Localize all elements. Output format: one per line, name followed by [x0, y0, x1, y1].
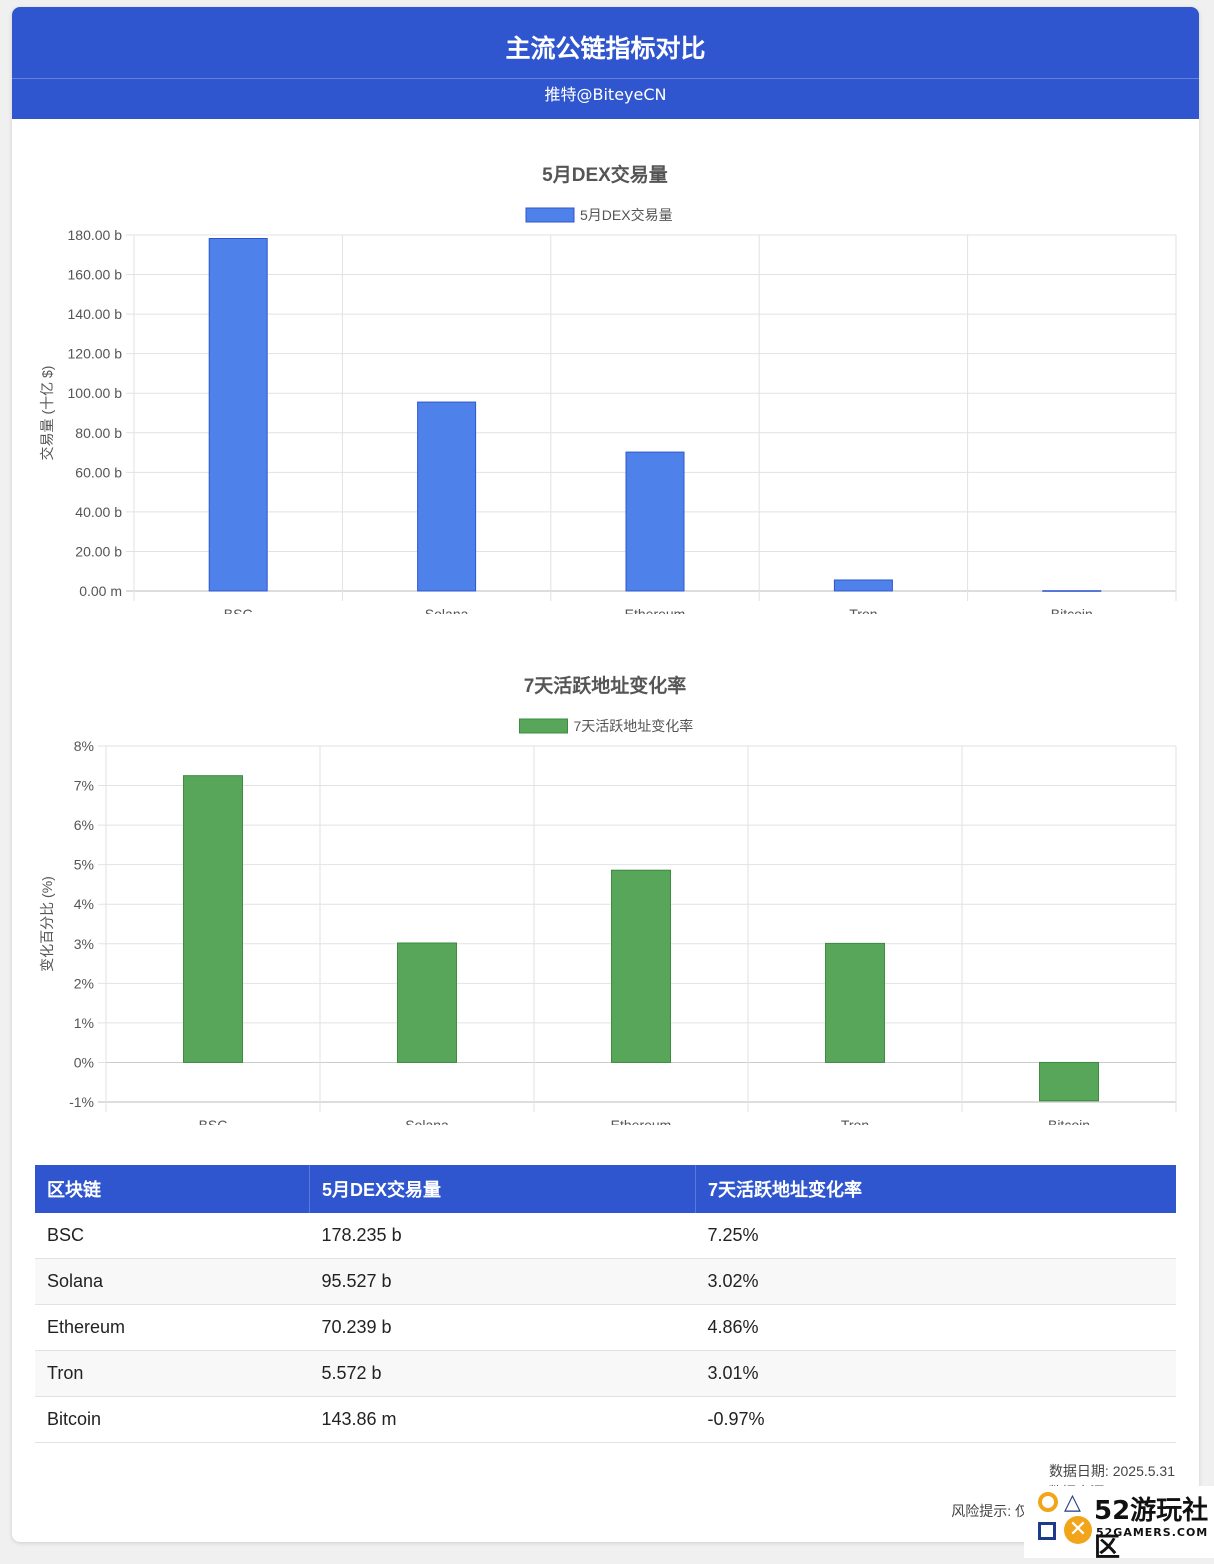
table-header-dex-volume: 5月DEX交易量 — [309, 1165, 696, 1213]
bar — [397, 942, 457, 1063]
table-row: Bitcoin 143.86 m -0.97% — [35, 1396, 1176, 1443]
table-header-chain: 区块链 — [35, 1165, 310, 1213]
chart-title: 5月DEX交易量 — [542, 163, 668, 186]
dashboard-card: 主流公链指标对比 推特@BiteyeCN 5月DEX交易量 5月DEX交易量 180… — [12, 7, 1199, 1542]
table-cell: 5.572 b — [309, 1350, 696, 1397]
y-tick-label: 1% — [74, 1015, 94, 1031]
bar — [1039, 1061, 1099, 1102]
x-tick-label: Ethereum — [625, 606, 686, 614]
bar — [1042, 590, 1102, 592]
header: 主流公链指标对比 推特@BiteyeCN — [12, 7, 1199, 119]
table-row: Ethereum 70.239 b 4.86% — [35, 1304, 1176, 1351]
bar — [825, 942, 885, 1063]
legend-label: 7天活跃地址变化率 — [574, 718, 694, 734]
y-tick-label: 0% — [74, 1054, 94, 1070]
table-cell: BSC — [35, 1213, 310, 1259]
table-header-row: 区块链 5月DEX交易量 7天活跃地址变化率 — [35, 1165, 1176, 1213]
y-tick-label: 160.00 b — [68, 267, 123, 283]
table-cell: 7.25% — [695, 1213, 1176, 1259]
y-tick-label: 2% — [74, 975, 94, 991]
table-cell: Ethereum — [35, 1304, 310, 1351]
y-tick-label: 6% — [74, 817, 94, 833]
bar — [833, 579, 893, 592]
y-tick-label: 0.00 m — [79, 583, 122, 599]
bar — [417, 401, 477, 592]
dex-volume-chart-svg: 5月DEX交易量 5月DEX交易量 180.00 b 160.00 b 140.00 b… — [39, 163, 1177, 622]
active-address-chart: 7天活跃地址变化率 7天活跃地址变化率 8% 7% 6% 5% 4% 3% 2% 1% 0% -1% 变… — [12, 655, 1199, 1133]
table-cell: 3.02% — [695, 1258, 1176, 1305]
table-cell: 95.527 b — [309, 1258, 696, 1305]
x-tick-label: Tron — [849, 606, 877, 614]
footer-date: 数据日期: 2025.5.31 — [1048, 1463, 1175, 1479]
table-cell: Tron — [35, 1350, 310, 1397]
y-tick-label: 8% — [74, 738, 94, 754]
watermark-url: 52GAMERS.COM — [1096, 1526, 1209, 1539]
x-tick-label: Solana — [405, 1117, 449, 1125]
table-cell: 143.86 m — [309, 1396, 696, 1443]
x-tick-label: Tron — [841, 1117, 869, 1125]
y-tick-label: 80.00 b — [75, 425, 122, 441]
page-title: 主流公链指标对比 — [505, 34, 706, 63]
dex-volume-chart: 5月DEX交易量 5月DEX交易量 180.00 b 160.00 b 140.00 b… — [12, 144, 1199, 622]
table-row: BSC 178.235 b 7.25% — [35, 1213, 1176, 1259]
y-tick-label: 5% — [74, 857, 94, 873]
cross-icon: ✕ — [1064, 1516, 1092, 1544]
table-header-active-change: 7天活跃地址变化率 — [695, 1165, 1176, 1213]
x-tick-label: Solana — [425, 606, 469, 614]
y-tick-label: 120.00 b — [68, 346, 123, 362]
table-cell: -0.97% — [695, 1396, 1176, 1443]
y-tick-label: 7% — [74, 778, 94, 794]
x-tick-label: BSC — [224, 606, 253, 614]
y-tick-label: 180.00 b — [68, 227, 123, 243]
x-tick-label: Ethereum — [611, 1117, 672, 1125]
circle-icon — [1038, 1492, 1058, 1512]
page-subtitle: 推特@BiteyeCN — [544, 85, 667, 104]
y-tick-label: 3% — [74, 936, 94, 952]
bar — [183, 775, 243, 1063]
legend-swatch — [519, 718, 568, 734]
chart-title: 7天活跃地址变化率 — [524, 674, 687, 697]
footer-risk: 风险提示: 仅 — [951, 1503, 1029, 1519]
bar — [625, 451, 685, 592]
y-tick-label: -1% — [69, 1094, 94, 1110]
y-axis-label: 变化百分比 (%) — [39, 876, 55, 972]
y-tick-label: 140.00 b — [68, 306, 123, 322]
bar — [611, 869, 671, 1063]
y-tick-label: 40.00 b — [75, 504, 122, 520]
metrics-table: 区块链 5月DEX交易量 7天活跃地址变化率 BSC 178.235 b 7.2… — [35, 1165, 1176, 1443]
legend-swatch — [525, 207, 575, 223]
x-tick-label: BSC — [199, 1117, 228, 1125]
active-address-chart-svg: 7天活跃地址变化率 7天活跃地址变化率 8% 7% 6% 5% 4% 3% 2% 1% 0% -1% 变… — [39, 674, 1177, 1133]
table-row: Solana 95.527 b 3.02% — [35, 1258, 1176, 1305]
watermark-logo: △ ✕ 52游玩社区 52GAMERS.COM — [1024, 1486, 1214, 1563]
y-axis-label: 交易量 (十亿 $) — [39, 366, 55, 461]
x-tick-label: Bitcoin — [1048, 1117, 1090, 1125]
y-tick-label: 60.00 b — [75, 464, 122, 480]
table-cell: 178.235 b — [309, 1213, 696, 1259]
x-tick-label: Bitcoin — [1051, 606, 1093, 614]
square-icon — [1038, 1522, 1056, 1540]
table-cell: 4.86% — [695, 1304, 1176, 1351]
legend-label: 5月DEX交易量 — [580, 207, 673, 223]
y-tick-label: 4% — [74, 896, 94, 912]
bar — [208, 237, 268, 592]
table-cell: 70.239 b — [309, 1304, 696, 1351]
table-cell: Solana — [35, 1258, 310, 1305]
table-row: Tron 5.572 b 3.01% — [35, 1350, 1176, 1397]
y-tick-label: 100.00 b — [68, 385, 123, 401]
y-tick-label: 20.00 b — [75, 543, 122, 559]
header-divider — [12, 78, 1199, 79]
table-cell: 3.01% — [695, 1350, 1176, 1397]
triangle-icon: △ — [1064, 1490, 1081, 1515]
table-cell: Bitcoin — [35, 1396, 310, 1443]
